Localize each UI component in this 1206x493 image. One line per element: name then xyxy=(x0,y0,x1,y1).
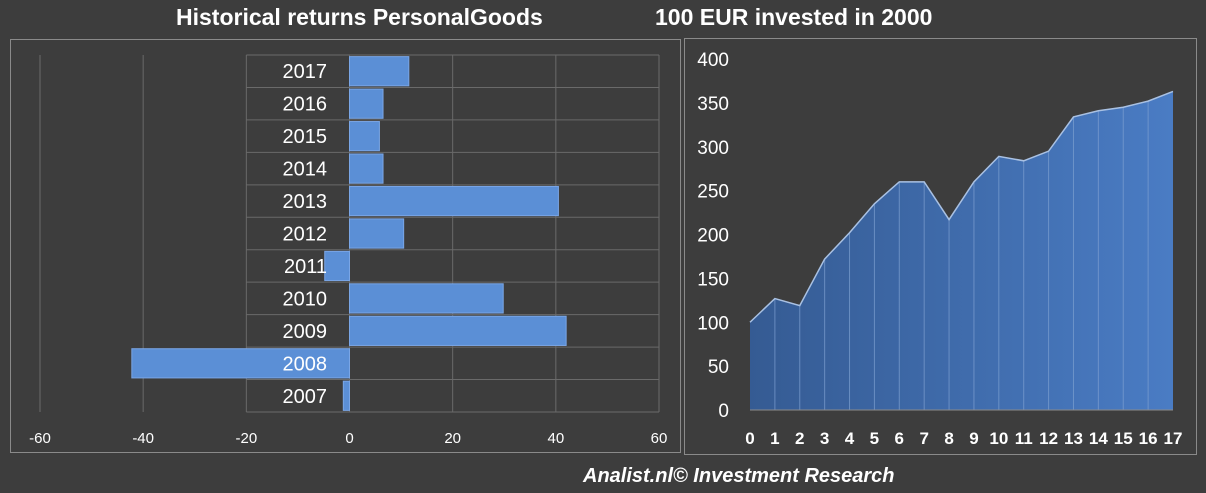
returns-category-label: 2011 xyxy=(284,256,327,278)
investment-x-tick-label: 2 xyxy=(795,429,804,448)
returns-x-tick-label: 60 xyxy=(651,430,668,447)
returns-chart-frame xyxy=(10,39,681,453)
investment-x-tick-label: 5 xyxy=(870,429,879,448)
returns-chart-title: Historical returns PersonalGoods xyxy=(176,4,543,30)
investment-x-tick-label: 16 xyxy=(1139,429,1158,448)
investment-x-tick-label: 15 xyxy=(1114,429,1133,448)
investment-y-tick-label: 300 xyxy=(697,138,729,159)
returns-x-tick-label: 0 xyxy=(345,430,353,447)
returns-category-label: 2016 xyxy=(283,94,328,116)
investment-area-fill xyxy=(750,91,1173,410)
investment-y-tick-label: 0 xyxy=(718,401,729,422)
credit-text: Analist.nl© Investment Research xyxy=(583,465,895,487)
returns-category-label: 2017 xyxy=(283,61,328,83)
returns-bar-2007 xyxy=(342,380,350,411)
returns-bar-2010 xyxy=(349,283,504,314)
investment-y-tick-label: 100 xyxy=(697,313,729,334)
investment-x-tick-label: 7 xyxy=(919,429,928,448)
returns-x-tick-label: 40 xyxy=(547,430,564,447)
investment-y-tick-label: 200 xyxy=(697,226,729,247)
investment-y-tick-label: 50 xyxy=(708,357,729,378)
returns-bar-2013 xyxy=(349,185,559,217)
investment-x-tick-label: 17 xyxy=(1164,429,1183,448)
investment-x-tick-label: 4 xyxy=(845,429,855,448)
returns-category-label: 2007 xyxy=(283,386,328,408)
investment-y-tick-label: 250 xyxy=(697,182,729,203)
returns-category-label: 2014 xyxy=(283,159,328,181)
investment-y-tick-label: 400 xyxy=(697,50,729,71)
returns-bar-2009 xyxy=(349,315,567,346)
returns-x-tick-label: -40 xyxy=(132,430,154,447)
returns-bar-2011 xyxy=(324,250,350,282)
returns-category-label: 2013 xyxy=(283,191,328,213)
investment-x-tick-label: 10 xyxy=(989,429,1008,448)
investment-x-tick-label: 6 xyxy=(895,429,904,448)
returns-category-label: 2010 xyxy=(283,288,328,310)
returns-bar-2016 xyxy=(349,88,384,119)
returns-category-label: 2015 xyxy=(283,126,328,148)
investment-chart-title: 100 EUR invested in 2000 xyxy=(655,4,933,30)
returns-x-tick-label: -60 xyxy=(29,430,51,447)
returns-bar-2014 xyxy=(349,153,384,184)
investment-x-tick-label: 9 xyxy=(969,429,978,448)
returns-bar-2012 xyxy=(349,218,405,249)
returns-category-label: 2012 xyxy=(283,224,328,246)
returns-bar-2015 xyxy=(349,121,380,152)
investment-series-line xyxy=(749,90,1174,323)
investment-y-tick-label: 150 xyxy=(697,269,729,290)
investment-x-tick-label: 14 xyxy=(1089,429,1108,448)
returns-x-tick-label: 20 xyxy=(444,430,461,447)
returns-category-label: 2009 xyxy=(283,321,328,343)
investment-x-tick-label: 12 xyxy=(1039,429,1058,448)
investment-x-tick-label: 13 xyxy=(1064,429,1083,448)
returns-category-label: 2008 xyxy=(283,353,328,375)
returns-bar-2017 xyxy=(349,56,410,87)
investment-x-tick-label: 3 xyxy=(820,429,829,448)
investment-y-tick-label: 350 xyxy=(697,94,729,115)
investment-x-tick-label: 8 xyxy=(944,429,953,448)
returns-x-tick-label: -20 xyxy=(235,430,257,447)
investment-x-tick-label: 11 xyxy=(1015,429,1033,448)
investment-x-tick-label: 0 xyxy=(745,429,754,448)
investment-x-tick-label: 1 xyxy=(770,429,779,448)
returns-bar-2008 xyxy=(131,348,350,379)
investment-chart-frame xyxy=(684,38,1197,455)
